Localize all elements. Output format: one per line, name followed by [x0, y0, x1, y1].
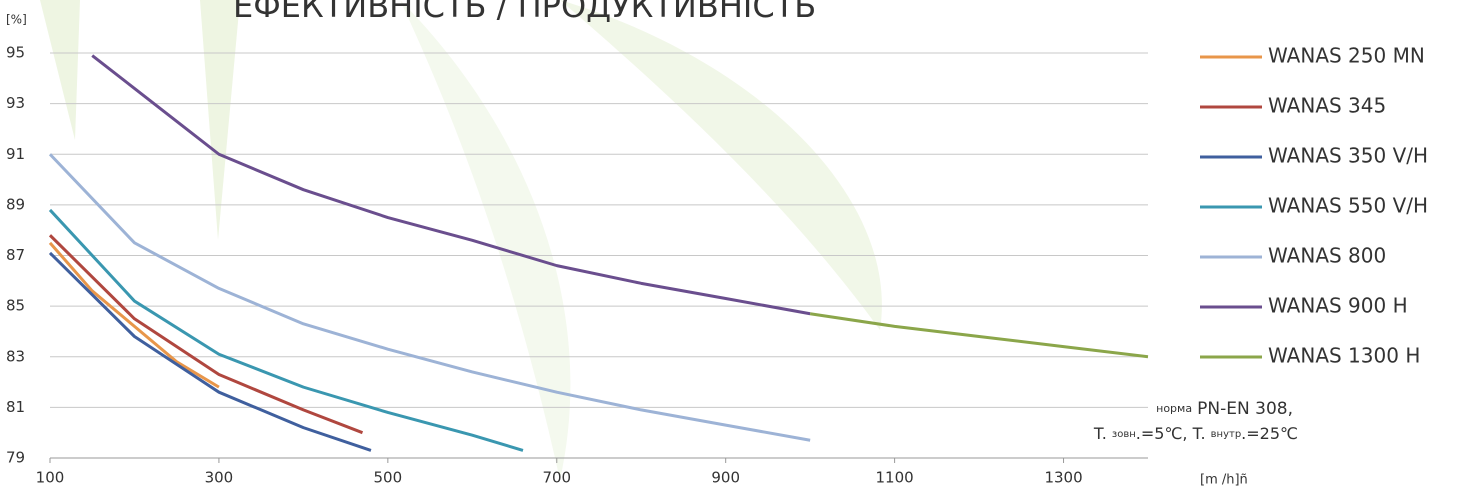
y-axis-label: [%] — [6, 13, 27, 27]
series-line — [91, 54, 811, 316]
series-line — [48, 251, 372, 452]
y-tick-label: 95 — [6, 44, 25, 62]
y-tick-label: 93 — [6, 94, 25, 112]
y-tick-label: 91 — [6, 145, 25, 163]
note-part: .=25℃ — [1241, 424, 1298, 443]
y-tick-label: 81 — [6, 398, 25, 416]
note-part: T. — [1093, 424, 1107, 443]
y-tick-label: 79 — [6, 449, 25, 467]
note-part: .=5℃, T. — [1136, 424, 1206, 443]
legend-label: WANAS 250 MN — [1268, 44, 1425, 68]
background-decoration — [40, 0, 882, 480]
y-tick-label: 83 — [6, 347, 25, 365]
note: норма PN-EN 308, — [1156, 399, 1293, 420]
series-line — [48, 234, 364, 435]
legend-label: WANAS 345 — [1268, 94, 1386, 118]
note-part: зовн — [1112, 429, 1136, 440]
note-part: PN-EN 308, — [1197, 399, 1293, 419]
legend-label: WANAS 550 V/H — [1268, 194, 1428, 218]
x-tick-label: 100 — [36, 469, 65, 487]
note: T. зовн.=5℃, T. внутр.=25℃ — [1093, 424, 1298, 443]
note-part: внутр — [1211, 429, 1242, 440]
legend-label: WANAS 800 — [1268, 244, 1386, 268]
series-line — [809, 312, 1149, 359]
y-tick-label: 87 — [6, 246, 25, 264]
x-tick-label: 1300 — [1044, 469, 1082, 487]
y-tick-label: 85 — [6, 297, 25, 315]
legend-label: WANAS 1300 H — [1268, 344, 1420, 368]
series-line — [48, 208, 524, 452]
y-tick-label: 89 — [6, 195, 25, 213]
x-tick-label: 500 — [374, 469, 403, 487]
legend-label: WANAS 350 V/H — [1268, 144, 1428, 168]
x-tick-label: 900 — [711, 469, 740, 487]
x-tick-label: 700 — [542, 469, 571, 487]
x-axis-label: [m /h]ñ — [1200, 473, 1248, 488]
legend-label: WANAS 900 H — [1268, 294, 1408, 318]
chart-title: ЕФЕКТИВНІСТЬ / ПРОДУКТИВНІСТЬ — [233, 0, 816, 25]
series-line — [48, 153, 811, 442]
x-tick-label: 300 — [205, 469, 234, 487]
note-part: норма — [1156, 402, 1192, 415]
x-tick-label: 1100 — [876, 469, 914, 487]
series-line — [48, 241, 220, 389]
